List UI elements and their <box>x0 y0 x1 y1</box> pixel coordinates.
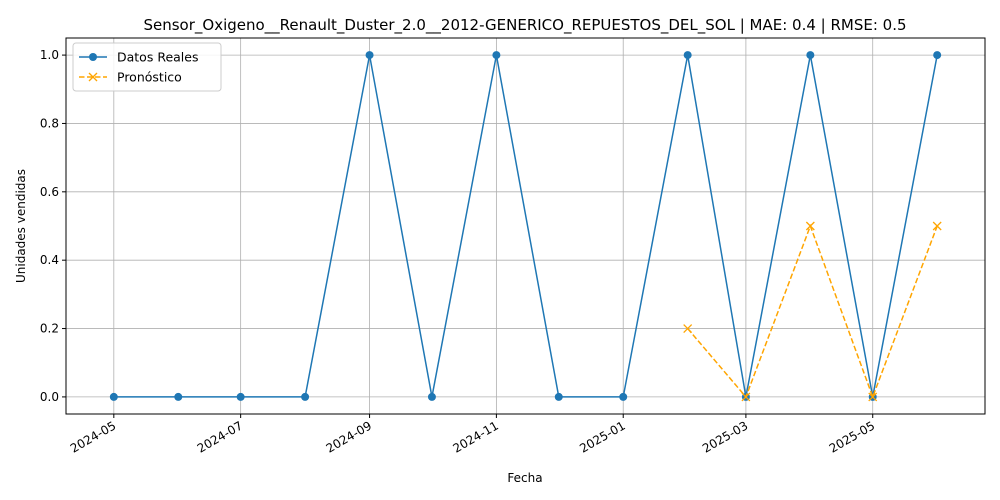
y-axis-label: Unidades vendidas <box>14 169 28 283</box>
data-point <box>868 392 878 402</box>
data-point <box>806 51 815 60</box>
x-axis: 2024-05 2024-07 2024-09 2024-11 2025-01 2025-… <box>68 414 877 456</box>
legend-label: Datos Reales <box>117 50 198 65</box>
legend: Datos Reales Pronóstico <box>72 42 222 92</box>
data-point <box>619 392 628 401</box>
legend-label: Pronóstico <box>117 70 182 85</box>
x-tick-label: 2025-03 <box>700 418 750 455</box>
data-point <box>741 392 751 402</box>
series-layer <box>109 51 942 402</box>
data-point <box>805 221 815 231</box>
y-tick-label: 1.0 <box>40 48 59 62</box>
x-axis-label: Fecha <box>507 471 542 485</box>
y-tick-label: 0.2 <box>40 322 59 336</box>
grid <box>66 38 985 414</box>
data-point <box>301 392 310 401</box>
x-tick-label: 2024-05 <box>68 418 118 455</box>
x-tick-label: 2024-11 <box>450 418 500 455</box>
y-tick-label: 0.0 <box>40 390 59 404</box>
data-point <box>683 51 692 60</box>
data-point <box>109 392 118 401</box>
data-point <box>932 221 942 231</box>
x-tick-label: 2024-09 <box>324 418 374 455</box>
legend-item: Datos Reales <box>79 50 198 65</box>
y-tick-label: 0.4 <box>40 253 59 267</box>
data-point <box>933 51 942 60</box>
x-tick-label: 2025-01 <box>577 418 627 455</box>
series-1 <box>109 51 942 401</box>
data-point <box>174 392 183 401</box>
data-point <box>683 324 693 334</box>
data-point <box>236 392 245 401</box>
legend-box <box>72 42 222 92</box>
x-tick-label: 2025-05 <box>827 418 877 455</box>
plot-frame <box>65 37 986 415</box>
chart-title: Sensor_Oxigeno__Renault_Duster_2.0__2012… <box>143 16 906 35</box>
y-tick-label: 0.6 <box>40 185 59 199</box>
data-point <box>365 51 374 60</box>
legend-item: Pronóstico <box>79 70 182 85</box>
y-tick-label: 0.8 <box>40 116 59 130</box>
y-axis: 0.0 0.2 0.4 0.6 0.8 1.0 <box>40 48 66 404</box>
series-2 <box>683 221 942 402</box>
data-point <box>554 392 563 401</box>
series-line <box>113 54 938 398</box>
x-tick-label: 2024-07 <box>195 418 245 455</box>
data-point <box>427 392 436 401</box>
data-point <box>492 51 501 60</box>
